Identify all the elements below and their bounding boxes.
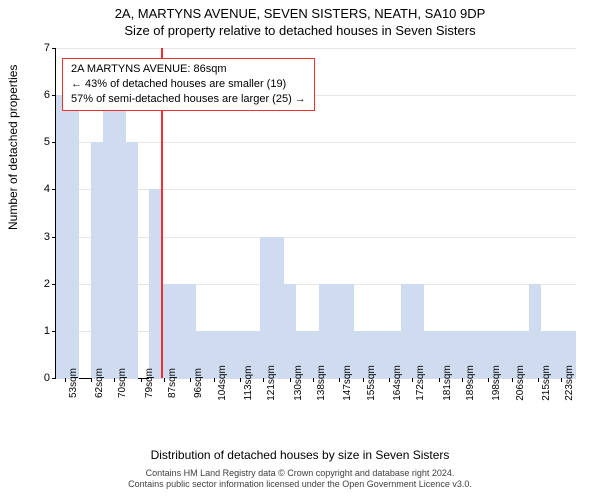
title-block: 2A, MARTYNS AVENUE, SEVEN SISTERS, NEATH… [0,0,600,40]
x-tick-label: 130sqm [293,365,304,401]
histogram-bar [149,189,161,379]
info-line-3: 57% of semi-detached houses are larger (… [71,92,306,107]
histogram-bar [260,237,283,379]
footer-attribution: Contains HM Land Registry data © Crown c… [0,468,600,491]
x-tick-label: 155sqm [366,365,377,401]
x-tick-label: 223sqm [564,365,575,401]
x-tick-mark [439,378,440,382]
x-tick-mark [290,378,291,382]
info-box: 2A MARTYNS AVENUE: 86sqm← 43% of detache… [62,58,315,111]
y-tick-label: 1 [26,325,50,337]
x-tick-mark [263,378,264,382]
y-tick-label: 6 [26,89,50,101]
x-tick-mark [339,378,340,382]
y-tick-label: 3 [26,231,50,243]
x-axis-label: Distribution of detached houses by size … [0,448,600,462]
chart-container: 2A, MARTYNS AVENUE, SEVEN SISTERS, NEATH… [0,0,600,500]
x-tick-mark [389,378,390,382]
x-tick-label: 87sqm [167,368,178,398]
histogram-bar [56,95,79,379]
y-tick-label: 7 [26,42,50,54]
y-tick-label: 2 [26,278,50,290]
y-axis-label: Number of detached properties [6,65,20,230]
y-tick-label: 0 [26,372,50,384]
x-tick-mark [412,378,413,382]
x-tick-mark [190,378,191,382]
x-tick-mark [240,378,241,382]
x-tick-mark [114,378,115,382]
histogram-bar [173,284,196,379]
histogram-bar [424,331,529,379]
x-tick-mark [313,378,314,382]
x-tick-mark [141,378,142,382]
x-tick-label: 96sqm [193,368,204,398]
x-tick-label: 164sqm [392,365,403,401]
x-tick-label: 189sqm [465,365,476,401]
title-line-1: 2A, MARTYNS AVENUE, SEVEN SISTERS, NEATH… [0,6,600,23]
x-tick-mark [164,378,165,382]
x-tick-label: 198sqm [491,365,502,401]
x-tick-label: 53sqm [68,368,79,398]
x-tick-label: 121sqm [266,365,277,401]
title-line-2: Size of property relative to detached ho… [0,23,600,40]
x-tick-label: 215sqm [541,365,552,401]
chart-background: 0123456753sqm62sqm70sqm79sqm87sqm96sqm10… [55,48,576,379]
y-tick-mark [52,48,56,49]
x-tick-label: 70sqm [117,368,128,398]
x-tick-mark [488,378,489,382]
y-tick-label: 4 [26,183,50,195]
histogram-bar [91,142,103,379]
y-tick-label: 5 [26,136,50,148]
x-tick-label: 79sqm [144,368,155,398]
x-tick-mark [561,378,562,382]
info-line-1: 2A MARTYNS AVENUE: 86sqm [71,62,306,77]
x-tick-mark [65,378,66,382]
plot-area: 0123456753sqm62sqm70sqm79sqm87sqm96sqm10… [55,48,575,418]
x-tick-mark [538,378,539,382]
x-tick-label: 113sqm [243,366,254,401]
x-tick-label: 172sqm [415,365,426,401]
x-tick-label: 138sqm [316,365,327,401]
histogram-bar [126,142,138,379]
x-tick-mark [363,378,364,382]
x-tick-label: 62sqm [94,368,105,398]
footer-line-1: Contains HM Land Registry data © Crown c… [0,468,600,479]
chart-area: 0123456753sqm62sqm70sqm79sqm87sqm96sqm10… [55,48,575,418]
x-tick-label: 181sqm [442,365,453,401]
x-tick-label: 104sqm [217,365,228,401]
x-tick-mark [91,378,92,382]
footer-line-2: Contains public sector information licen… [0,479,600,490]
grid-line [56,48,576,49]
x-tick-mark [512,378,513,382]
info-line-2: ← 43% of detached houses are smaller (19… [71,77,306,92]
x-tick-mark [214,378,215,382]
x-tick-label: 206sqm [515,365,526,401]
histogram-bar [529,284,541,379]
x-tick-mark [462,378,463,382]
histogram-bar [103,95,126,379]
x-tick-label: 147sqm [342,365,353,401]
